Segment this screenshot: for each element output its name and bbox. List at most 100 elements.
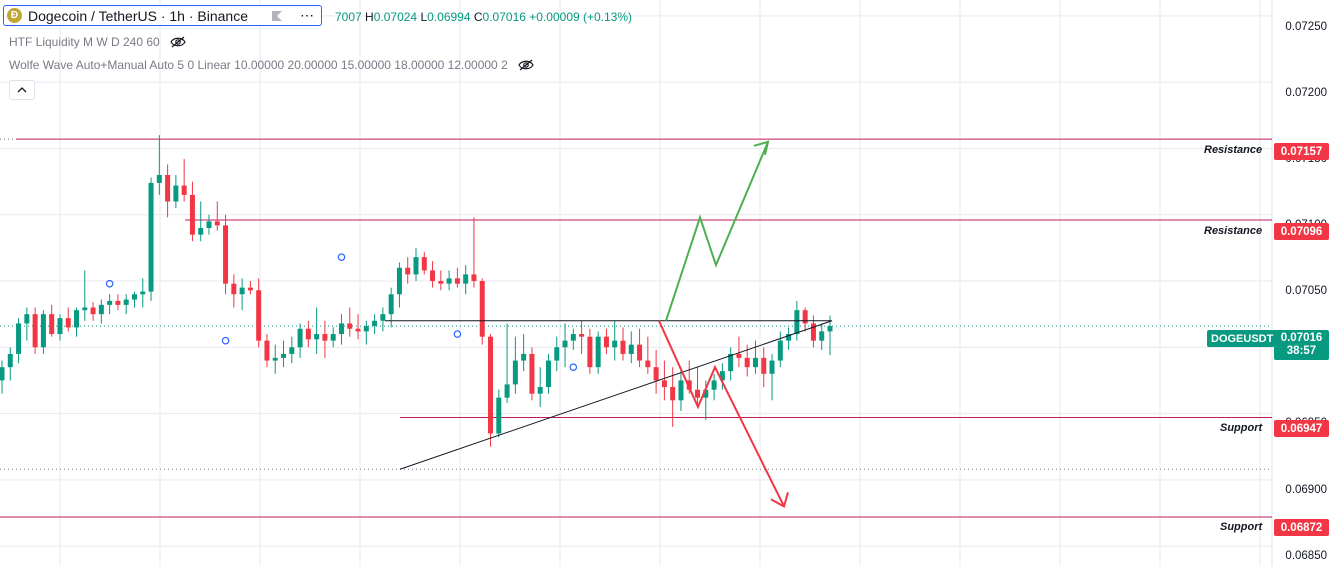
candle-down xyxy=(264,340,270,361)
candle-down xyxy=(653,367,659,381)
candle-up xyxy=(0,367,5,381)
triangle-pattern xyxy=(385,320,833,470)
candle-down xyxy=(761,357,767,374)
liquidity-marker xyxy=(337,253,346,261)
candle-down xyxy=(471,274,477,282)
current-price: 0.07016 xyxy=(1280,332,1323,344)
resistance-price-tag: 0.07096 xyxy=(1274,223,1329,240)
grid xyxy=(0,0,1272,566)
candle-down xyxy=(587,336,593,368)
ohlc-values: 7007 H0.07024 L0.06994 C0.07016 +0.00009… xyxy=(335,10,632,24)
price-tick: 0.07200 xyxy=(1285,87,1327,99)
candle-up xyxy=(123,299,129,305)
candle-down xyxy=(223,225,229,284)
candle-down xyxy=(579,334,585,337)
price-tick: 0.07250 xyxy=(1285,21,1327,33)
candle-down xyxy=(214,221,220,226)
candle-down xyxy=(405,267,411,275)
candle-up xyxy=(819,331,825,341)
candle-up xyxy=(74,310,80,328)
level-lines xyxy=(0,138,1272,518)
eye-off-icon[interactable] xyxy=(518,59,534,71)
drawings xyxy=(385,140,833,508)
candle-down xyxy=(305,328,311,340)
candle-down xyxy=(744,357,750,368)
candle-up xyxy=(380,314,386,321)
indicator-htf-liquidity[interactable]: HTF Liquidity M W D 240 60 xyxy=(9,35,186,49)
resistance-price-tag: 0.07157 xyxy=(1274,143,1329,160)
close-value: 0.07016 xyxy=(482,10,526,24)
symbol-title: Dogecoin / TetherUS · 1h · Binance xyxy=(28,7,248,24)
candle-down xyxy=(65,318,71,328)
candle-up xyxy=(769,360,775,374)
candle-up xyxy=(752,357,758,368)
indicator-wolfe-wave[interactable]: Wolfe Wave Auto+Manual Auto 5 0 Linear 1… xyxy=(9,58,534,72)
candle-up xyxy=(156,174,162,183)
more-icon[interactable]: ⋯ xyxy=(299,7,315,23)
candle-down xyxy=(695,389,701,398)
symbol-selector[interactable]: Ð Dogecoin / TetherUS · 1h · Binance ⋯ xyxy=(3,5,322,26)
close-label: C xyxy=(473,10,483,24)
support-price-tag: 0.06872 xyxy=(1274,519,1329,536)
price-tick: 0.07050 xyxy=(1285,285,1327,297)
low-label: L xyxy=(420,10,428,24)
candle-up xyxy=(719,371,725,381)
candle-up xyxy=(297,328,303,348)
candle-up xyxy=(827,326,833,332)
candle-down xyxy=(90,307,96,315)
candle-up xyxy=(786,334,792,341)
candle-down xyxy=(620,340,626,354)
collapse-legend-button[interactable] xyxy=(9,80,35,100)
candle-up xyxy=(148,182,154,292)
liquidity-marker xyxy=(105,279,114,288)
candle-up xyxy=(794,310,800,335)
ticker-tag: DOGEUSDT xyxy=(1207,330,1278,347)
candle-up xyxy=(388,294,394,315)
candle-up xyxy=(703,389,709,398)
candle-up xyxy=(107,300,113,305)
bearish-arrowhead xyxy=(770,492,789,508)
candle-up xyxy=(131,294,137,300)
dogecoin-icon: Ð xyxy=(7,8,22,23)
candle-up xyxy=(338,323,344,335)
candle-up xyxy=(537,387,543,394)
candle-up xyxy=(728,353,734,372)
candle-up xyxy=(595,336,601,368)
candle-up xyxy=(711,380,717,390)
bearish-projection xyxy=(658,320,785,507)
price-tick: 0.06900 xyxy=(1285,484,1327,496)
candle-up xyxy=(272,357,278,361)
candle-up xyxy=(57,318,63,335)
candles xyxy=(0,135,833,447)
candle-down xyxy=(670,387,676,401)
candle-up xyxy=(206,221,212,228)
candle-up xyxy=(363,326,369,332)
candle-down xyxy=(529,353,535,394)
candle-up xyxy=(554,347,560,361)
candle-down xyxy=(736,353,742,358)
candle-down xyxy=(247,287,253,291)
candle-down xyxy=(347,323,353,329)
candle-countdown: 38:57 xyxy=(1286,345,1317,357)
eye-off-icon[interactable] xyxy=(170,36,186,48)
candle-up xyxy=(628,344,634,354)
candle-up xyxy=(82,307,88,311)
candle-up xyxy=(612,340,618,348)
candle-down xyxy=(181,185,187,195)
candle-up xyxy=(372,320,378,327)
flag-icon[interactable] xyxy=(271,10,282,21)
candle-up xyxy=(521,353,527,361)
candle-up xyxy=(496,397,502,434)
liquidity-marker xyxy=(569,363,578,371)
legend: Ð Dogecoin / TetherUS · 1h · Binance ⋯ xyxy=(3,5,322,26)
candle-down xyxy=(49,314,55,335)
bullish-arrowhead xyxy=(753,140,770,156)
candle-up xyxy=(777,340,783,361)
candle-down xyxy=(165,174,171,202)
candle-up xyxy=(562,340,568,348)
candle-down xyxy=(686,380,692,390)
candle-down xyxy=(454,278,460,284)
candle-up xyxy=(463,274,469,284)
candle-up xyxy=(396,267,402,295)
